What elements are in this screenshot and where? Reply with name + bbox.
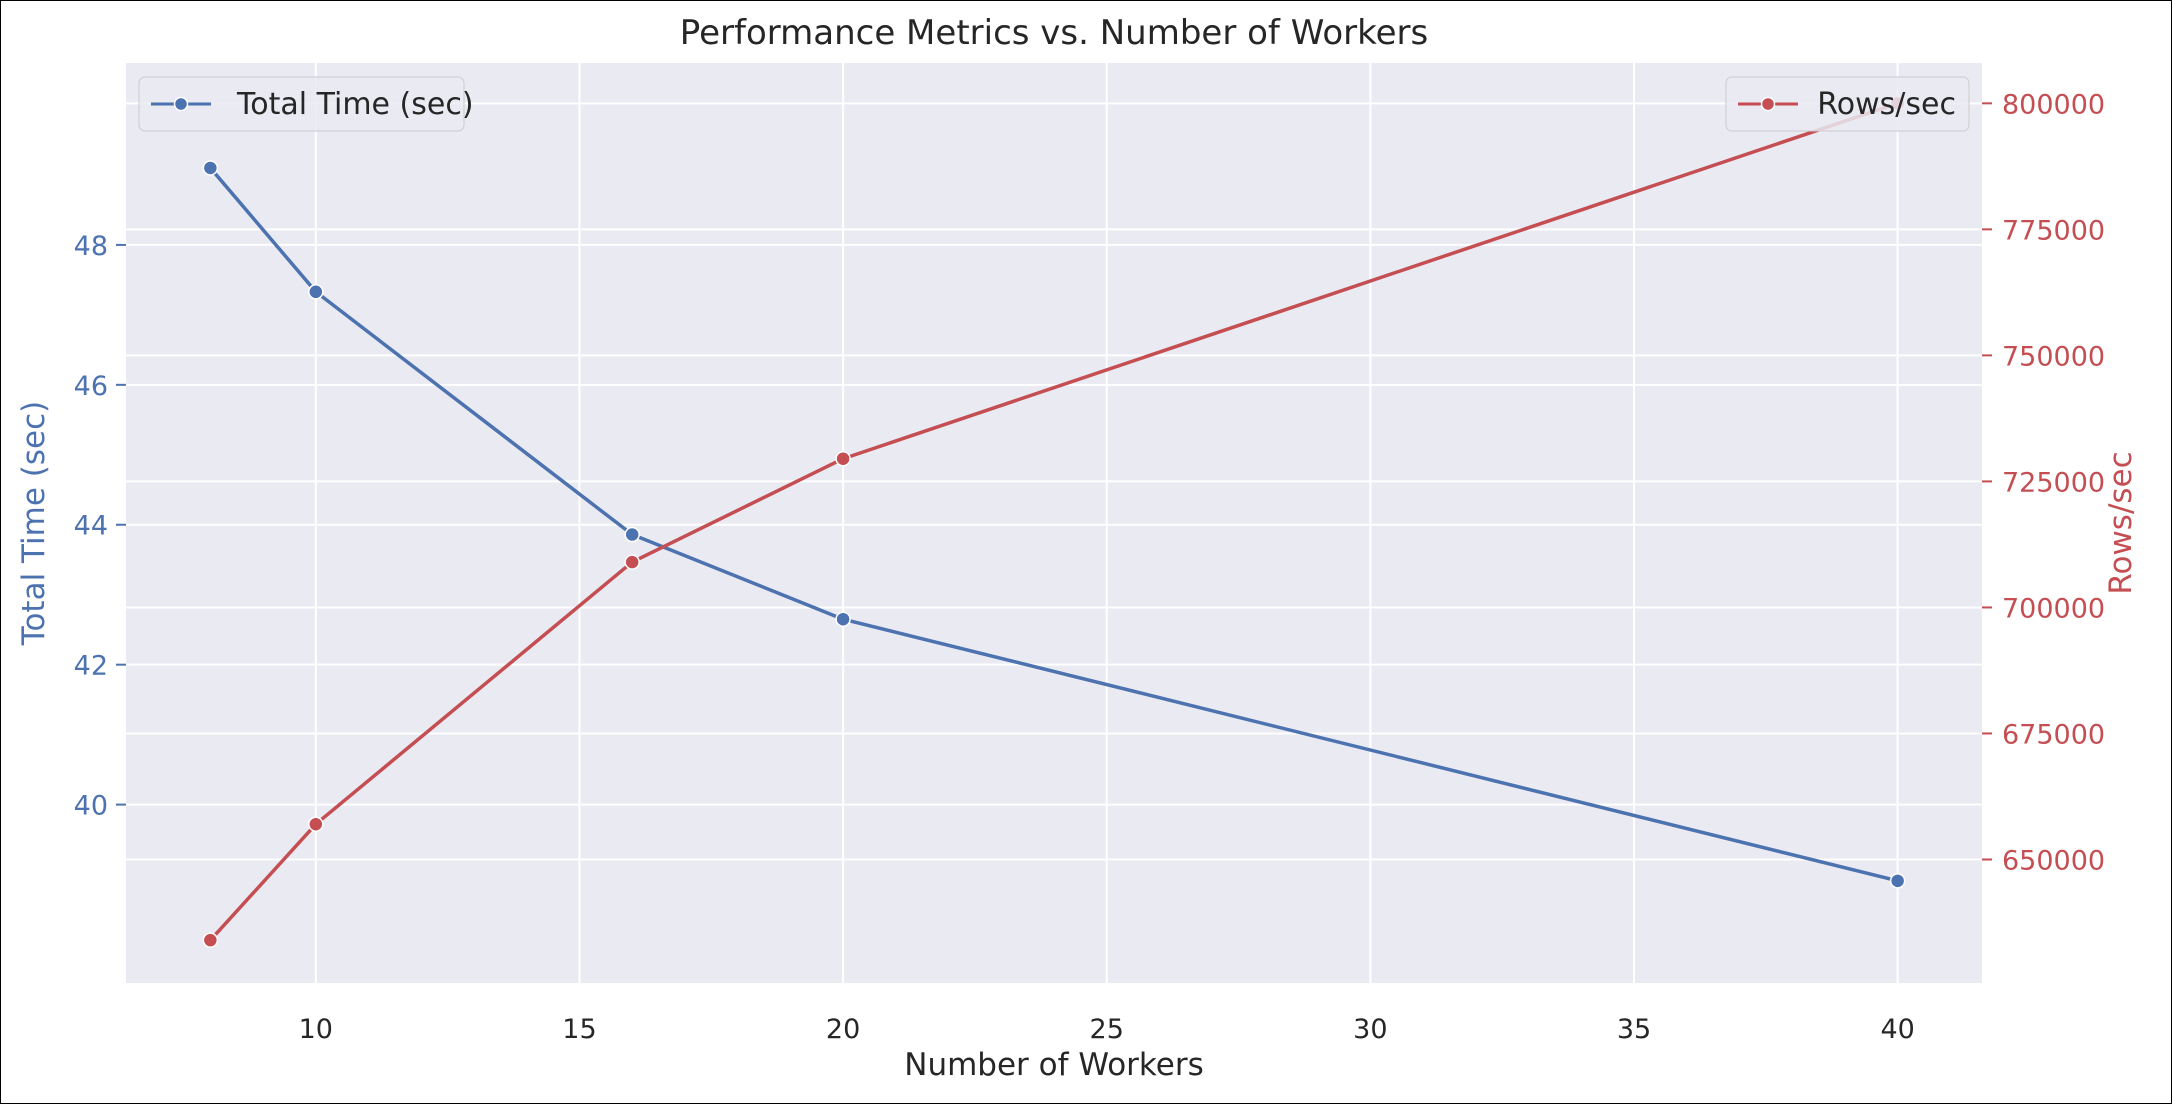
legend-right-box xyxy=(1725,76,1970,132)
right-y-tick-label: 800000 xyxy=(2002,89,2105,120)
data-point-rows-per-sec xyxy=(308,816,324,832)
x-axis-label: Number of Workers xyxy=(904,1047,1203,1083)
data-point-total-time xyxy=(308,284,324,300)
data-point-total-time xyxy=(624,526,640,543)
x-tick-labels: 10 15 20 25 30 35 40 xyxy=(299,1014,1915,1045)
x-tick-label: 25 xyxy=(1090,1014,1124,1045)
series-layer xyxy=(202,95,1906,948)
left-y-axis-label: Total Time (sec) xyxy=(16,401,52,646)
legend-right-label: Rows/sec xyxy=(1817,87,1956,122)
x-tick-label: 35 xyxy=(1617,1014,1651,1045)
right-y-tick-label: 725000 xyxy=(2002,467,2105,498)
left-y-tick-label: 40 xyxy=(74,791,108,822)
x-tick-label: 40 xyxy=(1880,1014,1914,1045)
x-tick-label: 30 xyxy=(1353,1014,1387,1045)
legend-left-box xyxy=(138,76,465,132)
chart-title: Performance Metrics vs. Number of Worker… xyxy=(680,13,1428,53)
right-y-tick-label: 750000 xyxy=(2002,341,2105,372)
legend-left-label: Total Time (sec) xyxy=(236,87,474,122)
left-y-tick-label: 46 xyxy=(74,371,108,402)
right-y-tick-label: 775000 xyxy=(2002,215,2105,246)
plot-area xyxy=(126,63,1982,983)
right-y-tick-labels: 650000 675000 700000 725000 750000 775000 8000… xyxy=(1982,89,2105,876)
left-y-tick-label: 44 xyxy=(74,511,108,542)
data-point-total-time xyxy=(202,160,219,176)
x-tick-label: 20 xyxy=(826,1014,860,1045)
left-y-tick-labels: 40 42 44 46 48 xyxy=(74,231,126,822)
left-y-tick-label: 42 xyxy=(74,651,108,682)
right-y-tick-label: 675000 xyxy=(2002,719,2105,750)
x-tick-label: 10 xyxy=(299,1014,333,1045)
legend-left: Total Time (sec) xyxy=(138,76,474,132)
right-y-tick-label: 700000 xyxy=(2002,593,2105,624)
data-point-rows-per-sec xyxy=(624,554,640,570)
right-y-axis-label: Rows/sec xyxy=(2103,451,2139,594)
data-point-total-time xyxy=(835,611,851,627)
data-point-rows-per-sec xyxy=(835,450,851,467)
data-point-total-time xyxy=(1889,873,1906,889)
legend-left-marker xyxy=(173,96,189,112)
series-total-time xyxy=(202,160,1906,889)
left-y-tick-label: 48 xyxy=(74,231,108,262)
legend-right-marker xyxy=(1760,96,1776,112)
right-y-tick-label: 650000 xyxy=(2002,845,2105,876)
legend-right: Rows/sec xyxy=(1725,76,1970,132)
x-gridlines xyxy=(314,63,1899,983)
data-point-rows-per-sec xyxy=(202,932,219,948)
x-tick-label: 15 xyxy=(562,1014,596,1045)
